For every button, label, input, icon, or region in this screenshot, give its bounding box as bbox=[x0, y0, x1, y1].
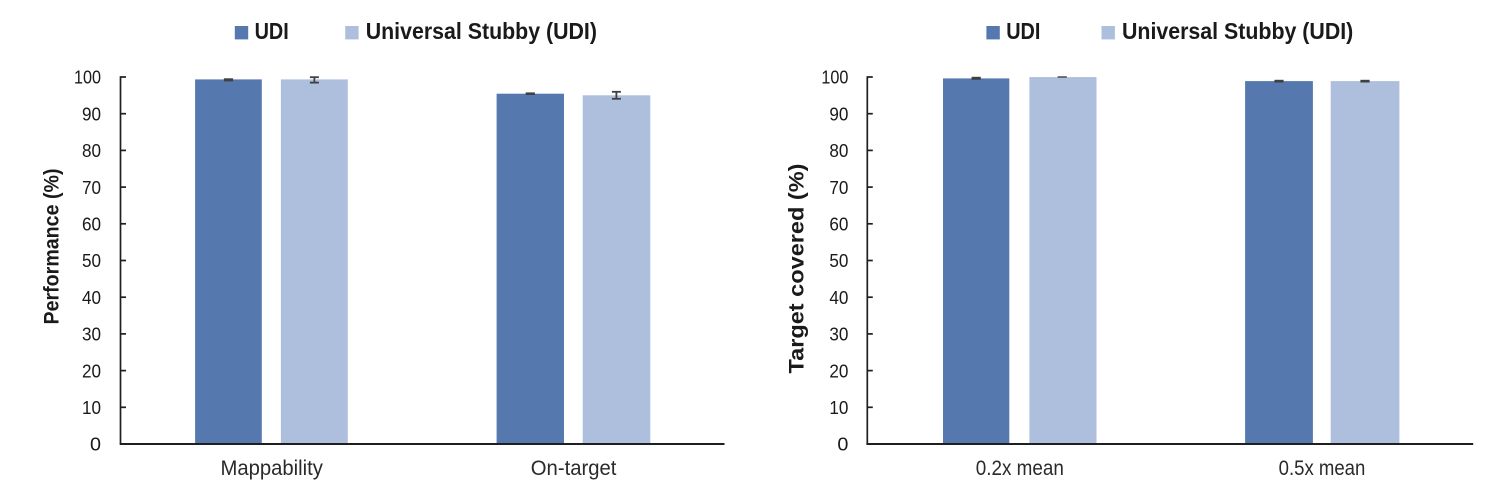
svg-text:10: 10 bbox=[82, 397, 101, 418]
svg-text:Mappability: Mappability bbox=[220, 456, 323, 480]
svg-text:10: 10 bbox=[829, 397, 848, 418]
svg-text:80: 80 bbox=[82, 140, 101, 161]
svg-text:50: 50 bbox=[829, 250, 848, 271]
svg-text:30: 30 bbox=[829, 324, 848, 345]
svg-text:Universal Stubby (UDI): Universal Stubby (UDI) bbox=[1122, 18, 1353, 44]
svg-text:0.2x mean: 0.2x mean bbox=[976, 456, 1064, 480]
svg-text:80: 80 bbox=[829, 140, 848, 161]
svg-text:0.5x mean: 0.5x mean bbox=[1279, 456, 1366, 480]
svg-text:90: 90 bbox=[82, 103, 101, 124]
svg-text:Performance (%): Performance (%) bbox=[41, 169, 64, 325]
svg-text:70: 70 bbox=[82, 177, 101, 198]
svg-text:90: 90 bbox=[829, 103, 848, 124]
svg-text:Target covered (%): Target covered (%) bbox=[786, 164, 809, 374]
svg-text:UDI: UDI bbox=[1006, 18, 1040, 44]
svg-text:100: 100 bbox=[74, 67, 101, 88]
svg-text:0: 0 bbox=[837, 434, 848, 455]
svg-text:60: 60 bbox=[829, 214, 848, 235]
svg-text:Universal Stubby (UDI): Universal Stubby (UDI) bbox=[366, 18, 597, 44]
svg-text:UDI: UDI bbox=[255, 18, 289, 44]
svg-text:40: 40 bbox=[829, 287, 848, 308]
svg-text:70: 70 bbox=[829, 177, 848, 198]
svg-text:30: 30 bbox=[82, 324, 101, 345]
svg-text:100: 100 bbox=[821, 67, 848, 88]
svg-text:20: 20 bbox=[82, 360, 101, 381]
svg-text:20: 20 bbox=[829, 360, 848, 381]
svg-text:On-target: On-target bbox=[531, 456, 617, 480]
svg-text:50: 50 bbox=[82, 250, 101, 271]
svg-text:0: 0 bbox=[90, 434, 101, 455]
svg-text:60: 60 bbox=[82, 214, 101, 235]
svg-text:40: 40 bbox=[82, 287, 101, 308]
